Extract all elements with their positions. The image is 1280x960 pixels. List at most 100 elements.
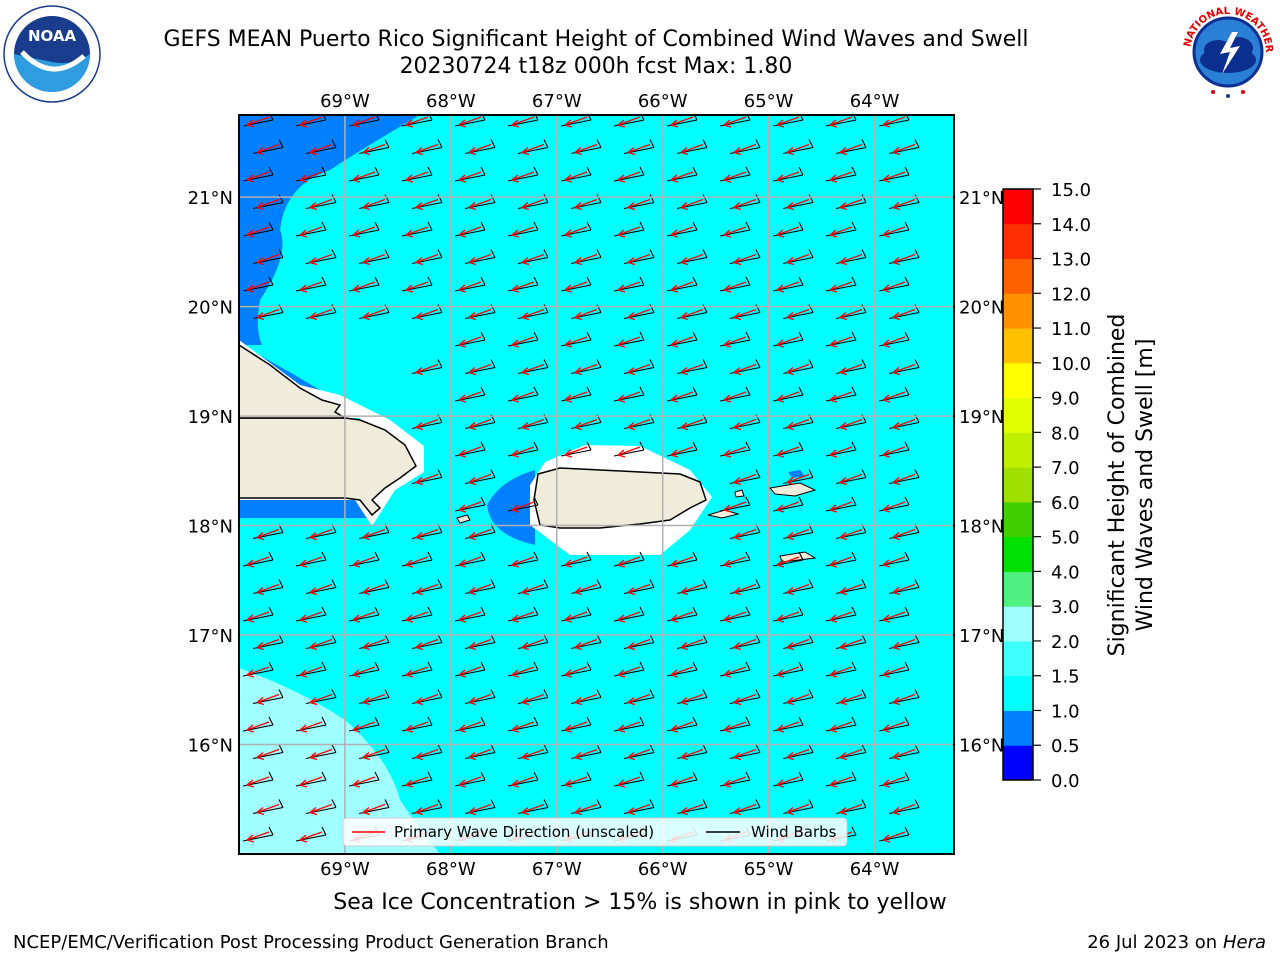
wave-arrow-head	[786, 257, 795, 266]
wave-arrow-shaft	[786, 803, 810, 814]
wind-barb-flag	[374, 166, 380, 176]
noaa-logo: NOAA	[3, 5, 101, 103]
wave-arrow-shaft	[670, 611, 694, 621]
wave-arrow-shaft	[246, 666, 270, 676]
wave-arrow-head	[680, 642, 689, 651]
wind-barb-flag	[437, 579, 443, 588]
wind-barb-flag	[427, 551, 433, 561]
wave-arrow-shaft	[786, 528, 810, 539]
wave-arrow-shaft	[723, 446, 747, 456]
wind-barb-flag	[649, 194, 655, 203]
wave-arrow-head	[574, 422, 583, 431]
wind-barb-flag	[437, 139, 443, 148]
wave-arrow-head	[405, 669, 414, 678]
wind-barb-flag	[278, 579, 284, 588]
wind-barb-flag	[914, 304, 920, 313]
wind-barb-flag	[851, 331, 857, 341]
wind-barb-flag	[543, 799, 549, 808]
graticule	[239, 115, 954, 854]
wave-arrow-head	[521, 202, 530, 211]
wave-arrow-shaft	[680, 748, 704, 759]
wind-barb-flag	[437, 304, 443, 313]
wave-arrow-shaft	[733, 693, 757, 704]
wave-arrow-head	[564, 779, 573, 788]
footer-host: Hera	[1222, 932, 1266, 953]
wave-arrow-shaft	[680, 638, 704, 649]
wave-arrow-head	[309, 752, 318, 761]
wind-barb-flag	[851, 166, 857, 176]
wave-arrow-head	[246, 284, 255, 293]
wind-barb-flag	[914, 469, 920, 478]
wave-arrow-shaft	[829, 281, 853, 291]
wave-arrow-shaft	[892, 803, 916, 814]
wave-arrow-shaft	[776, 776, 800, 786]
wind-barb-flag	[374, 661, 380, 671]
wave-arrow-shaft	[839, 253, 863, 264]
wave-arrow-shaft	[415, 418, 439, 429]
wind-barb-flag	[745, 221, 751, 231]
wave-arrow-head	[468, 477, 477, 486]
wave-arrow-shaft	[574, 363, 598, 374]
wind-barb-flag	[861, 579, 867, 588]
wind-barb-flag	[533, 276, 539, 286]
wave-arrow-shaft	[256, 143, 280, 154]
wind-barb-flag	[321, 716, 327, 726]
wave-arrow-shaft	[776, 391, 800, 401]
wave-arrow-head	[309, 587, 318, 596]
colorbar-tick-label: 9.0	[1051, 389, 1080, 410]
wave-arrow-head	[521, 642, 530, 651]
wave-arrow-head	[511, 339, 520, 348]
wave-arrow-shaft	[362, 803, 386, 814]
wind-barb-flag	[755, 579, 761, 588]
wave-arrow-shaft	[309, 638, 333, 649]
wave-arrow-shaft	[309, 308, 333, 319]
wind-barb-flag	[586, 276, 592, 286]
wave-arrow-shaft	[829, 391, 853, 401]
wave-arrow-head	[415, 312, 424, 321]
colorbar-tick-label: 0.5	[1051, 736, 1080, 757]
wind-barb-flag	[490, 249, 496, 258]
wave-arrow-shaft	[511, 226, 535, 236]
wave-arrow-head	[511, 559, 520, 568]
wind-barb-flag	[331, 304, 337, 313]
wave-arrow-head	[458, 504, 467, 513]
wind-barb-flag	[596, 799, 602, 808]
wave-arrow-shaft	[839, 803, 863, 814]
wave-arrow-head	[468, 587, 477, 596]
wind-barb-flag	[692, 551, 698, 561]
wave-arrow-shaft	[415, 583, 439, 594]
wave-arrow-head	[680, 587, 689, 596]
wave-arrow-head	[352, 174, 361, 183]
wave-arrow-shaft	[776, 446, 800, 456]
colorbar-tick-label: 10.0	[1051, 354, 1091, 375]
wave-arrow-head	[670, 284, 679, 293]
wind-barb-flag	[533, 551, 539, 561]
wave-arrow-head	[786, 477, 795, 486]
wave-arrow-shaft	[617, 281, 641, 291]
wind-barb-flag	[331, 194, 337, 203]
wind-barb-flag	[331, 634, 337, 643]
wind-barb-flag	[321, 771, 327, 781]
lat-label-right: 17°N	[959, 626, 1004, 647]
wave-arrow-shaft	[256, 198, 280, 209]
wave-arrow-head	[786, 422, 795, 431]
wave-arrow-head	[299, 669, 308, 678]
wave-arrow-shaft	[511, 501, 535, 511]
lon-label-bottom: 64°W	[850, 859, 900, 880]
wind-barb-flag	[808, 139, 814, 148]
wave-arrow-shaft	[786, 253, 810, 264]
wind-barb-flag	[692, 386, 698, 396]
wind-barb-flag	[596, 359, 602, 368]
wave-arrow-head	[776, 229, 785, 238]
wind-barb-flag	[596, 304, 602, 313]
wind-barb-flag	[798, 551, 804, 561]
wave-arrow-shaft	[458, 666, 482, 676]
wave-arrow-head	[521, 147, 530, 156]
wind-barb-flag	[702, 194, 708, 203]
wave-arrow-shaft	[352, 666, 376, 676]
wave-arrow-shaft	[458, 226, 482, 236]
lat-label-left: 19°N	[188, 407, 233, 428]
colorbar-segment	[1003, 640, 1033, 677]
wave-arrow-head	[723, 339, 732, 348]
wave-arrow-head	[829, 559, 838, 568]
